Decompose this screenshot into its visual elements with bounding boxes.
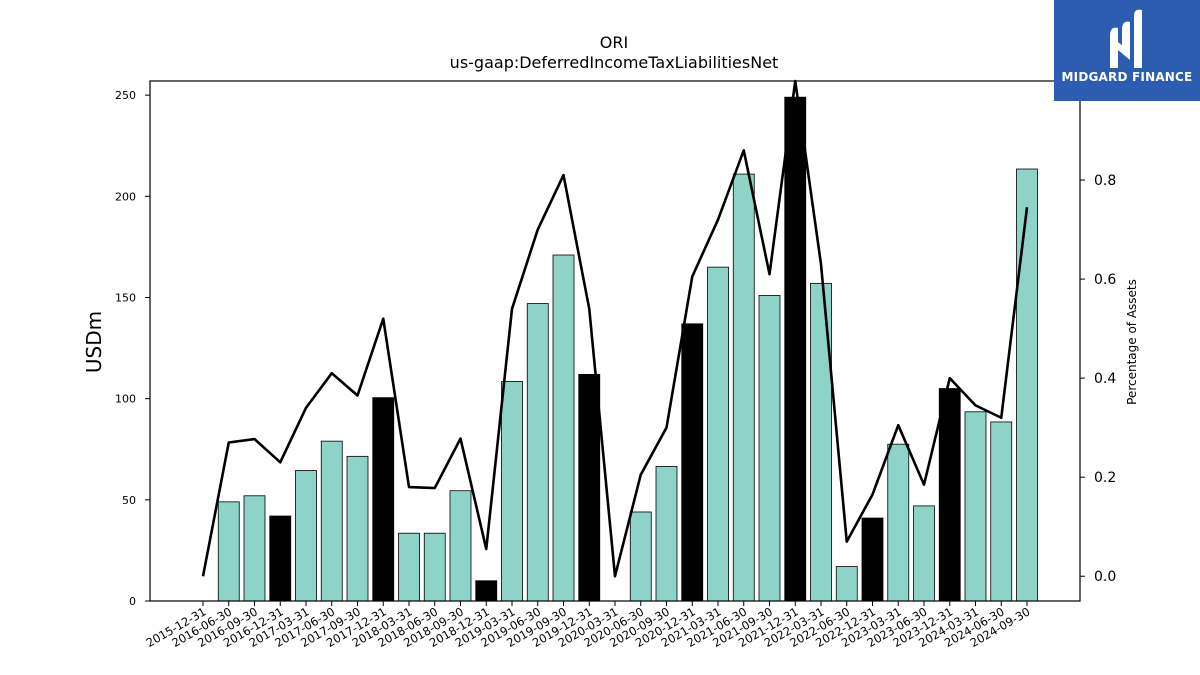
- y2-tick-label: 0.0: [1094, 569, 1116, 585]
- bar: [449, 490, 472, 602]
- bar: [501, 381, 523, 602]
- y-tick-label: 250: [115, 89, 136, 102]
- bar: [964, 411, 987, 602]
- y2-tick-label: 0.4: [1094, 371, 1116, 387]
- logo-text: MIDGARD FINANCE: [1061, 70, 1193, 84]
- bar: [681, 323, 704, 602]
- bar: [526, 303, 549, 602]
- bar: [887, 443, 910, 602]
- chart-subtitle: us-gaap:DeferredIncomeTaxLiabilitiesNet: [450, 53, 779, 72]
- line-layer: [201, 79, 1029, 578]
- bar: [758, 295, 781, 602]
- chart-title: ORI: [600, 33, 628, 52]
- y2-tick-label: 0.8: [1094, 173, 1116, 189]
- y2-tick-label: 0.2: [1094, 470, 1116, 486]
- y-tick-label: 150: [115, 291, 136, 304]
- bar: [784, 96, 807, 602]
- bar: [398, 532, 420, 602]
- bar: [578, 373, 601, 602]
- bar: [372, 397, 395, 602]
- bar: [320, 440, 343, 602]
- bar: [732, 173, 755, 602]
- bar: [990, 421, 1013, 602]
- bar: [707, 266, 729, 602]
- bar: [655, 466, 678, 602]
- y-tick-label: 50: [122, 494, 136, 507]
- bar: [217, 501, 240, 602]
- bar: [269, 515, 292, 602]
- bar: [423, 532, 446, 602]
- bar: [835, 566, 858, 602]
- bar: [861, 517, 884, 602]
- bar: [295, 470, 317, 602]
- bar: [346, 455, 369, 602]
- bar: [475, 580, 498, 602]
- bar: [1016, 168, 1038, 602]
- bar: [552, 254, 575, 602]
- y2-axis-label: Percentage of Assets: [1125, 279, 1139, 405]
- y-tick-label: 200: [115, 190, 136, 203]
- y2-tick-label: 0.6: [1094, 272, 1116, 288]
- bar: [243, 495, 266, 602]
- y-tick-label: 0: [129, 595, 136, 608]
- bar: [913, 505, 935, 602]
- y-tick-label: 100: [115, 393, 136, 406]
- bar: [938, 388, 961, 602]
- logo-mark-icon: [1110, 9, 1142, 69]
- bars: [217, 96, 1038, 602]
- y-axis-label: USDm: [82, 311, 106, 373]
- series-line: [201, 79, 1029, 578]
- bar: [629, 511, 652, 602]
- midgard-finance-logo: MIDGARD FINANCE: [1054, 0, 1200, 101]
